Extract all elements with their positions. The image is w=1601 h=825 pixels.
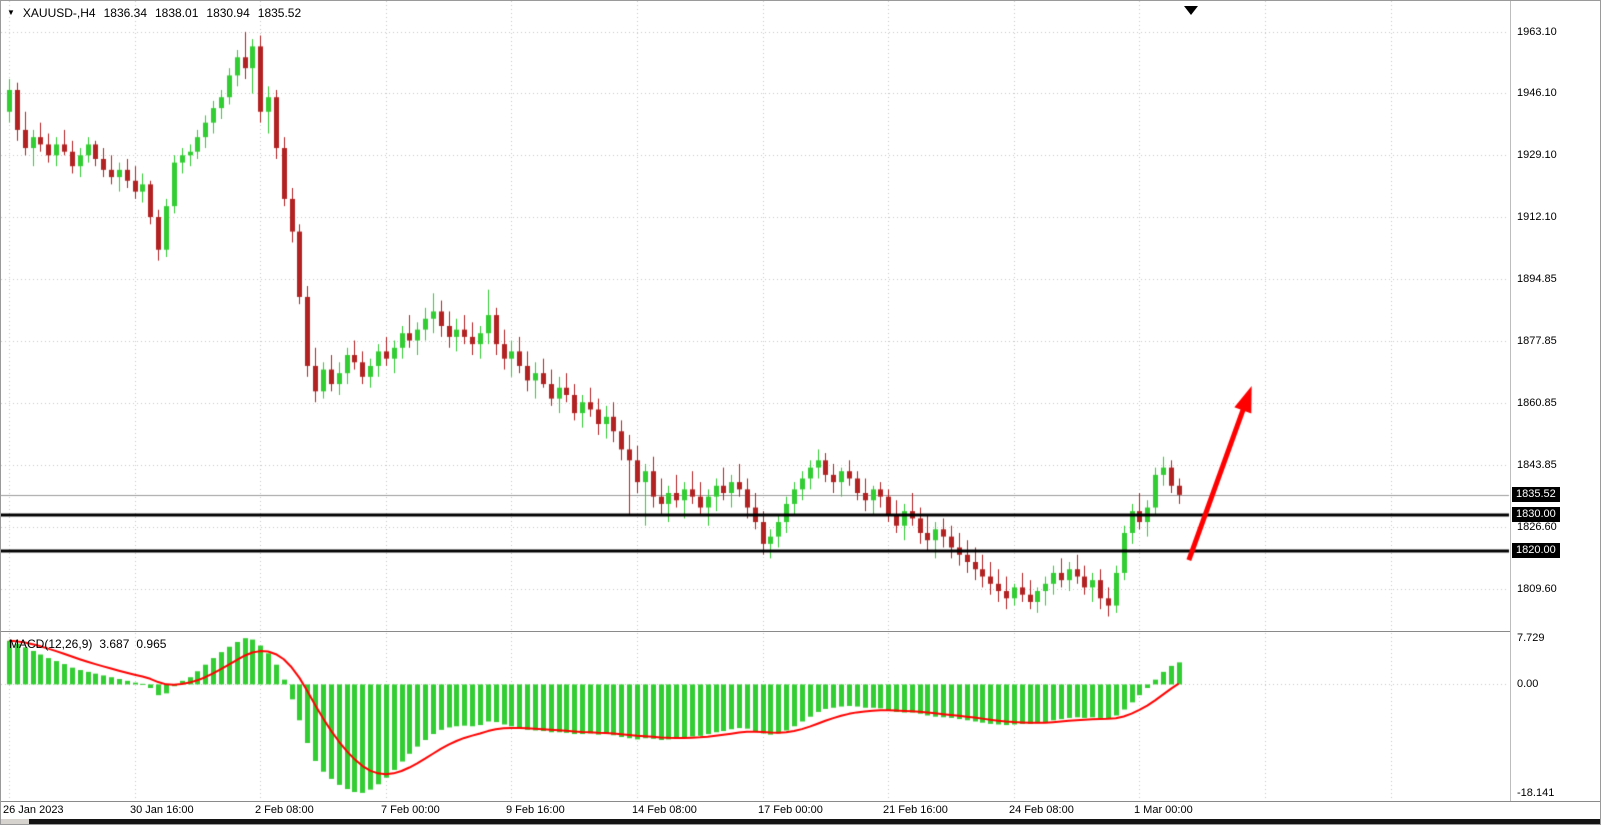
- time-axis-label: 7 Feb 00:00: [381, 804, 440, 816]
- price-axis-label: 1963.10: [1517, 25, 1557, 38]
- time-axis-label: 17 Feb 00:00: [758, 804, 823, 816]
- macd-axis-label: 7.729: [1517, 632, 1545, 645]
- ohlc-close-value: 1835.52: [257, 6, 302, 20]
- time-axis-label: 9 Feb 16:00: [506, 804, 565, 816]
- macd-panel[interactable]: [1, 633, 1510, 801]
- price-marker-label: 1830.00: [1512, 506, 1560, 522]
- price-axis-label: 1843.85: [1517, 458, 1557, 471]
- price-axis-label: 1894.85: [1517, 273, 1557, 286]
- time-axis-label: 24 Feb 08:00: [1009, 804, 1074, 816]
- price-axis-label: 1929.10: [1517, 148, 1557, 161]
- price-marker-label: 1835.52: [1512, 486, 1560, 502]
- time-axis-label: 30 Jan 16:00: [130, 804, 194, 816]
- macd-axis-label: 0.00: [1517, 678, 1539, 691]
- chart-shift-marker[interactable]: [1184, 6, 1198, 15]
- indicator-label: MACD(12,26,9) 3.687 0.965: [9, 637, 166, 651]
- macd-axis-label: -18.141: [1517, 786, 1555, 799]
- price-axis-label: 1912.10: [1517, 210, 1557, 223]
- time-axis-label: 2 Feb 08:00: [255, 804, 314, 816]
- price-axis-label: 1809.60: [1517, 582, 1557, 595]
- ohlc-low-value: 1830.94: [206, 6, 250, 20]
- price-axis-label: 1826.60: [1517, 521, 1557, 534]
- price-marker-label: 1820.00: [1512, 543, 1560, 559]
- time-axis-label: 1 Mar 00:00: [1134, 804, 1193, 816]
- time-axis-label: 26 Jan 2023: [3, 804, 64, 816]
- time-axis-label: 14 Feb 08:00: [632, 804, 697, 816]
- price-axis-label: 1877.85: [1517, 335, 1557, 348]
- indicator-name: MACD(12,26,9): [9, 637, 93, 651]
- price-axis-label: 1946.10: [1517, 87, 1557, 100]
- scrollbar-thumb[interactable]: [29, 819, 1600, 824]
- ohlc-high-value: 1838.01: [155, 6, 199, 20]
- horizontal-scrollbar[interactable]: [1, 819, 1600, 824]
- price-axis[interactable]: 1963.10 1946.10 1929.10 1912.10 1894.85 1877.…: [1510, 1, 1600, 819]
- panel-divider[interactable]: [1, 631, 1510, 632]
- time-axis[interactable]: 26 Jan 2023 30 Jan 16:00 2 Feb 08:00 7 Feb …: [1, 801, 1600, 820]
- symbol-period-label: XAUUSD-,H4: [22, 6, 96, 20]
- time-axis-label: 21 Feb 16:00: [883, 804, 948, 816]
- symbol-dropdown-icon[interactable]: ▼: [7, 8, 15, 17]
- indicator-macd-value: 3.687: [99, 637, 130, 651]
- ohlc-open-value: 1836.34: [103, 6, 147, 20]
- indicator-signal-value: 0.965: [136, 637, 167, 651]
- price-axis-label: 1860.85: [1517, 396, 1557, 409]
- chart-info-bar: ▼ XAUUSD-,H4 1836.34 1838.01 1830.94 183…: [7, 6, 301, 20]
- main-chart-area[interactable]: [1, 1, 1510, 631]
